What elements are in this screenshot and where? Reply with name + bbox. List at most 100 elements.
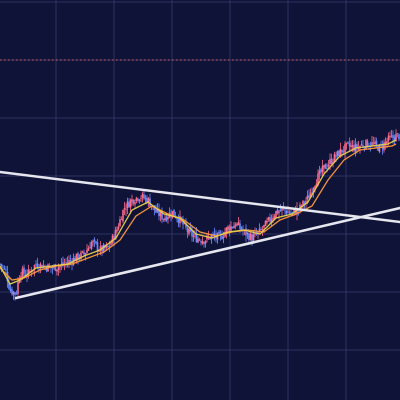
candle-body xyxy=(35,263,37,265)
candle-body xyxy=(39,263,42,268)
candle-body xyxy=(24,274,27,276)
candle-body xyxy=(57,266,60,270)
candle-body xyxy=(257,231,259,234)
candle-body xyxy=(179,216,181,224)
candle-body xyxy=(185,223,187,228)
candle-body xyxy=(96,242,99,251)
candle-body xyxy=(348,143,351,147)
candle-body xyxy=(273,216,276,219)
candle-body xyxy=(323,164,325,168)
candle-body xyxy=(149,198,151,207)
candle-body xyxy=(329,159,331,165)
candle-body xyxy=(144,197,147,199)
candle-body xyxy=(162,218,165,220)
moving-average-fast xyxy=(0,139,397,285)
candle-body xyxy=(272,218,274,220)
candle-body xyxy=(362,145,364,147)
candle-body xyxy=(237,222,240,225)
candle-body xyxy=(363,147,366,149)
candle-body xyxy=(65,262,67,264)
candle-body xyxy=(59,265,61,268)
candle-body xyxy=(14,292,16,295)
candle-body xyxy=(93,239,96,242)
candle-body xyxy=(81,251,84,253)
candle-body xyxy=(227,226,229,230)
candle-body xyxy=(324,164,327,169)
candle-body xyxy=(210,235,213,239)
candle-body xyxy=(111,235,114,243)
candle-body xyxy=(290,212,292,214)
candle-body xyxy=(201,241,204,244)
candle-body xyxy=(218,231,220,234)
candle-body xyxy=(129,200,132,208)
candle-body xyxy=(389,136,391,138)
candle-body xyxy=(171,211,174,218)
candle-body xyxy=(392,135,394,138)
candle-body xyxy=(137,198,139,201)
candle-body xyxy=(21,268,24,277)
candle-body xyxy=(239,223,241,229)
candle-body xyxy=(3,268,6,270)
candle-body xyxy=(75,253,78,262)
candle-body xyxy=(95,241,97,244)
candle-body xyxy=(132,199,135,204)
candle-body xyxy=(320,169,322,173)
candle-body xyxy=(288,211,291,214)
candle-body xyxy=(83,252,85,255)
candle-body xyxy=(176,217,178,220)
candle-body xyxy=(314,186,316,190)
candle-body xyxy=(17,282,19,294)
candle-body xyxy=(33,265,36,270)
candle-body xyxy=(29,271,31,272)
candle-body xyxy=(161,211,163,220)
candle-body xyxy=(281,208,283,211)
candle-body xyxy=(233,225,235,229)
candle-body xyxy=(167,217,169,220)
candle-body xyxy=(261,228,264,230)
candle-body xyxy=(276,209,279,214)
candle-body xyxy=(98,250,100,252)
candle-body xyxy=(350,145,352,148)
candle-body xyxy=(258,228,261,233)
candle-body xyxy=(266,220,268,223)
candle-body xyxy=(321,165,324,173)
candle-body xyxy=(317,173,319,185)
candle-body xyxy=(396,133,399,134)
candle-body xyxy=(119,219,121,227)
candle-body xyxy=(165,216,168,221)
candle-body xyxy=(122,209,124,222)
candle-body xyxy=(77,253,79,260)
candle-body xyxy=(140,198,142,199)
candle-body xyxy=(260,229,262,231)
candle-body xyxy=(353,145,355,151)
candle-body xyxy=(302,200,304,207)
candle-body xyxy=(74,257,76,262)
candle-body xyxy=(92,240,94,243)
candle-body xyxy=(0,263,1,265)
candle-body xyxy=(194,234,196,236)
candle-body xyxy=(192,235,195,238)
candle-body xyxy=(204,240,207,244)
candle-body xyxy=(248,233,250,240)
candle-body xyxy=(344,144,346,153)
candle-body xyxy=(318,170,321,175)
candle-body xyxy=(386,141,388,144)
candle-body xyxy=(117,226,120,230)
candle-body xyxy=(236,223,238,226)
candle-body xyxy=(338,150,340,157)
candle-body xyxy=(159,212,162,217)
candle-body xyxy=(230,226,232,231)
candle-body xyxy=(99,246,102,251)
candle-body xyxy=(312,188,315,192)
candle-body xyxy=(126,201,129,209)
candle-body xyxy=(198,239,201,241)
candle-body xyxy=(333,154,336,163)
candle-body xyxy=(305,200,307,203)
candle-body xyxy=(177,218,180,223)
candle-body xyxy=(5,269,7,271)
candle-body xyxy=(134,202,136,205)
candle-body xyxy=(68,260,70,264)
candle-body xyxy=(135,197,138,201)
